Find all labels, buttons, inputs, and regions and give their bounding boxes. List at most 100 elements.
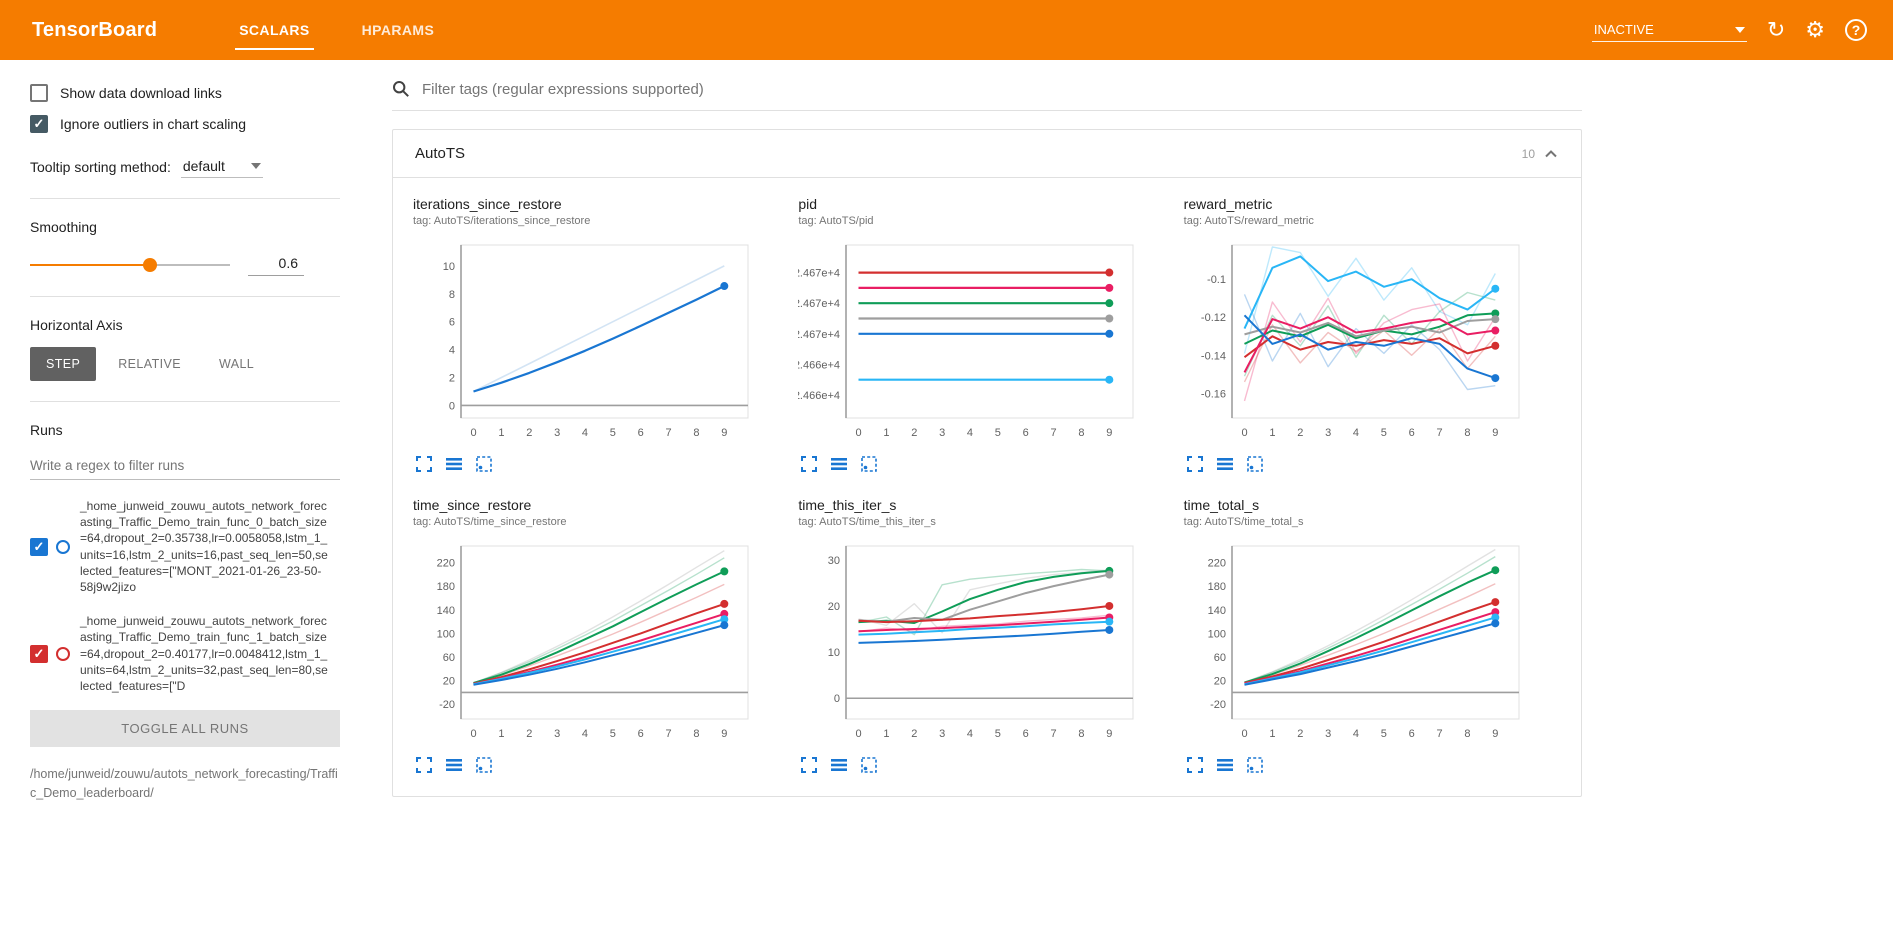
svg-text:2.467e+4: 2.467e+4 (798, 329, 840, 341)
smoothing-row: 0.6 (30, 253, 340, 276)
svg-text:9: 9 (1107, 728, 1113, 740)
reload-status-dropdown[interactable]: INACTIVE (1591, 18, 1747, 42)
svg-text:4: 4 (582, 427, 588, 439)
sidebar: Show data download links Ignore outliers… (0, 60, 362, 929)
svg-text:180: 180 (437, 581, 455, 593)
divider (30, 401, 340, 402)
run-solo-radio[interactable] (56, 646, 70, 661)
axis-wall-button[interactable]: WALL (218, 357, 255, 371)
chevron-down-icon (250, 163, 261, 169)
svg-text:9: 9 (1107, 427, 1113, 439)
svg-text:9: 9 (1492, 728, 1498, 740)
svg-text:2: 2 (526, 427, 532, 439)
expand-chart-icon[interactable] (1186, 455, 1204, 473)
fit-domain-icon[interactable] (860, 756, 878, 774)
run-visibility-checkbox[interactable]: ✓ (30, 537, 48, 556)
expand-chart-icon[interactable] (415, 455, 433, 473)
smoothing-slider[interactable] (30, 257, 230, 272)
runs-log-directory: /home/junweid/zouwu/autots_network_forec… (30, 767, 338, 800)
tab-hparams[interactable]: HPARAMS (361, 22, 435, 38)
smoothing-value[interactable]: 0.6 (248, 253, 304, 276)
run-controls: ✓ (30, 537, 70, 556)
ignore-outliers-checkbox[interactable]: Ignore outliers in chart scaling (30, 115, 340, 133)
run-item[interactable]: ✓ _home_junweid_zouwu_autots_network_fore… (30, 613, 340, 694)
charts-grid: iterations_since_restore tag: AutoTS/iter… (393, 178, 1581, 796)
svg-text:10: 10 (443, 261, 455, 273)
svg-text:6: 6 (1408, 427, 1414, 439)
data-table-icon[interactable] (445, 756, 463, 774)
svg-text:2: 2 (1297, 427, 1303, 439)
svg-text:10: 10 (828, 647, 840, 659)
chevron-up-icon[interactable] (1543, 146, 1559, 162)
refresh-icon[interactable]: ↻ (1766, 17, 1786, 42)
data-table-icon[interactable] (1216, 455, 1234, 473)
chart-card: time_this_iter_s tag: AutoTS/time_this_it… (798, 497, 1175, 774)
fit-domain-icon[interactable] (1246, 455, 1264, 473)
fit-domain-icon[interactable] (1246, 756, 1264, 774)
chart-title: pid (798, 196, 818, 212)
divider (30, 296, 340, 297)
chart-plot[interactable]: 220 180 140 100 60 20 -20 0 1 2 3 4 5 6 7 8 9 (413, 538, 758, 743)
chart-plot[interactable]: -0.1 -0.12 -0.14 -0.16 0 1 2 3 4 5 6 7 8 9 (1184, 237, 1529, 442)
svg-text:6: 6 (638, 728, 644, 740)
svg-text:8: 8 (1079, 427, 1085, 439)
search-icon (393, 81, 409, 97)
svg-text:2: 2 (526, 728, 532, 740)
data-table-icon[interactable] (830, 455, 848, 473)
tooltip-sorting-select[interactable]: default (180, 155, 263, 178)
tab-scalars[interactable]: SCALARS (213, 0, 335, 60)
svg-text:-0.12: -0.12 (1201, 312, 1226, 324)
axis-step-button[interactable]: STEP (30, 347, 97, 381)
run-solo-radio[interactable] (56, 539, 70, 554)
chart-plot[interactable]: 30 20 10 0 0 1 2 3 4 5 6 7 8 9 (798, 538, 1143, 743)
svg-text:8: 8 (1079, 728, 1085, 740)
svg-text:-0.14: -0.14 (1201, 350, 1226, 362)
settings-gear-icon[interactable]: ⚙ (1805, 17, 1825, 42)
chart-actions (1186, 756, 1561, 774)
tag-filter-input[interactable] (422, 80, 1582, 98)
help-icon[interactable]: ? (1845, 19, 1867, 41)
svg-text:4: 4 (1353, 728, 1359, 740)
axis-relative-button[interactable]: RELATIVE (118, 357, 181, 371)
svg-text:9: 9 (721, 427, 727, 439)
tag-group-header[interactable]: AutoTS 10 (393, 130, 1581, 178)
svg-text:220: 220 (1207, 558, 1225, 570)
expand-chart-icon[interactable] (415, 756, 433, 774)
fit-domain-icon[interactable] (475, 756, 493, 774)
svg-text:0: 0 (856, 427, 862, 439)
run-name: _home_junweid_zouwu_autots_network_forec… (80, 499, 328, 594)
run-item[interactable]: ✓ _home_junweid_zouwu_autots_network_fore… (30, 498, 340, 595)
fit-domain-icon[interactable] (475, 455, 493, 473)
run-name: _home_junweid_zouwu_autots_network_forec… (80, 614, 328, 693)
chart-actions (800, 455, 1175, 473)
runs-filter-input[interactable] (30, 452, 340, 480)
toggle-all-runs-button[interactable]: TOGGLE ALL RUNS (30, 710, 340, 748)
chart-plot[interactable]: 2.467e+4 2.467e+4 2.467e+4 2.466e+4 2.466e+4… (794, 237, 1143, 442)
checkbox-label: Show data download links (60, 85, 222, 101)
expand-chart-icon[interactable] (1186, 756, 1204, 774)
data-table-icon[interactable] (830, 756, 848, 774)
fit-domain-icon[interactable] (860, 455, 878, 473)
svg-text:1: 1 (498, 427, 504, 439)
svg-text:8: 8 (449, 289, 455, 301)
show-download-links-checkbox[interactable]: Show data download links (30, 84, 340, 102)
tag-group-title: AutoTS (415, 145, 466, 162)
data-table-icon[interactable] (1216, 756, 1234, 774)
smoothing-slider-thumb[interactable] (143, 257, 157, 272)
svg-text:180: 180 (1207, 581, 1225, 593)
chart-plot[interactable]: 0 2 4 6 8 10 0 1 2 3 4 5 6 7 8 9 (413, 237, 758, 442)
tooltip-sorting-label: Tooltip sorting method: (30, 158, 171, 175)
expand-chart-icon[interactable] (800, 756, 818, 774)
svg-text:3: 3 (554, 728, 560, 740)
expand-chart-icon[interactable] (800, 455, 818, 473)
svg-text:7: 7 (1051, 728, 1057, 740)
runs-label: Runs (30, 422, 63, 438)
data-table-icon[interactable] (445, 455, 463, 473)
chart-plot[interactable]: 220 180 140 100 60 20 -20 0 1 2 3 4 5 6 7 8 9 (1184, 538, 1529, 743)
svg-text:5: 5 (995, 427, 1001, 439)
runs-list: ✓ _home_junweid_zouwu_autots_network_fore… (30, 498, 340, 694)
svg-text:4: 4 (967, 427, 973, 439)
run-visibility-checkbox[interactable]: ✓ (30, 644, 48, 663)
svg-text:3: 3 (1325, 728, 1331, 740)
